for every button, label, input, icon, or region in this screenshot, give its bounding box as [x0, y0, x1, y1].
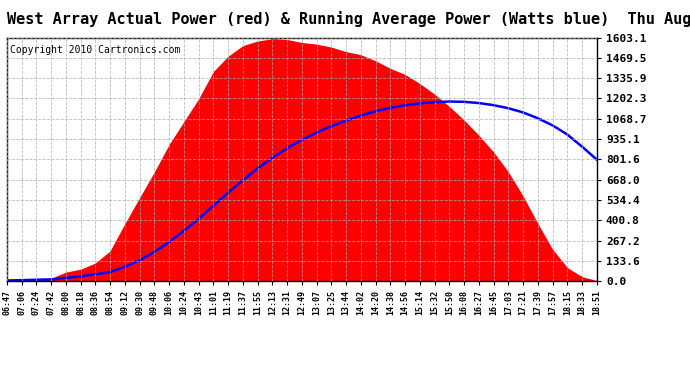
Text: Copyright 2010 Cartronics.com: Copyright 2010 Cartronics.com	[10, 45, 180, 55]
Text: West Array Actual Power (red) & Running Average Power (Watts blue)  Thu Aug 26 1: West Array Actual Power (red) & Running …	[7, 11, 690, 27]
